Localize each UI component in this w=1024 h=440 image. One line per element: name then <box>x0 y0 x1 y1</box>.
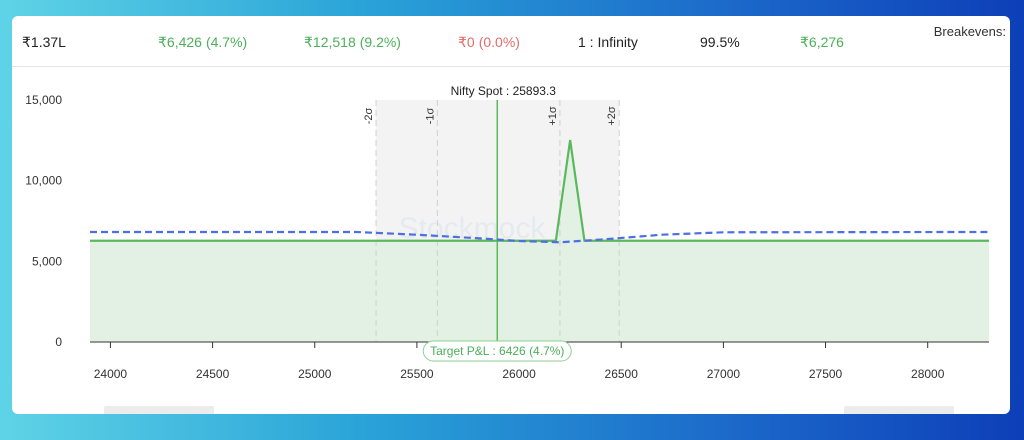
sigma-label: +2σ <box>606 106 618 126</box>
stat-value: ₹12,518 <box>304 34 356 50</box>
y-tick-label: 5,000 <box>32 254 62 268</box>
x-tick-label: 25500 <box>400 367 434 381</box>
stat-item: 99.5% <box>700 34 740 50</box>
stat-value: ₹6,426 <box>158 34 202 50</box>
x-tick-label: 25000 <box>298 367 332 381</box>
stat-item: 1 : Infinity <box>578 34 638 50</box>
y-tick-label: 15,000 <box>25 93 62 107</box>
range-slider-left[interactable] <box>104 406 214 414</box>
x-tick-label: 26500 <box>605 367 639 381</box>
stat-value: ₹1.37L <box>22 34 66 50</box>
sigma-label: -2σ <box>363 108 375 125</box>
breakevens-label: Breakevens: <box>933 24 1006 39</box>
spot-label: Nifty Spot : 25893.3 <box>451 84 557 98</box>
x-tick-label: 28000 <box>911 367 945 381</box>
stat-percent: (9.2%) <box>359 34 401 50</box>
stat-value: ₹0 <box>458 34 475 50</box>
sigma-label: -1σ <box>424 108 436 125</box>
range-slider-right[interactable] <box>844 406 954 414</box>
y-tick-label: 0 <box>55 335 62 349</box>
sigma-label: +1σ <box>547 106 559 126</box>
chart-labels: -2σ -1σ +1σ +2σ Nifty Spot : 25893.3 Target P… <box>363 84 618 362</box>
series-lines <box>90 139 990 244</box>
watermark-text: Stockmock <box>399 212 547 245</box>
stat-value: 1 : Infinity <box>578 34 638 50</box>
y-tick-label: 10,000 <box>25 174 62 188</box>
stat-value: ₹6,276 <box>800 34 844 50</box>
x-tick-label: 24500 <box>196 367 230 381</box>
stat-item: ₹6,276 <box>800 34 844 51</box>
payoff-card: ₹1.37L ₹6,426 (4.7%) ₹12,518 (9.2%) ₹0 (0.0%) 1… <box>12 16 1010 414</box>
stat-percent: (4.7%) <box>205 34 248 50</box>
stat-value: 99.5% <box>700 34 740 50</box>
x-tick-label: 27500 <box>809 367 843 381</box>
stats-bar: ₹1.37L ₹6,426 (4.7%) ₹12,518 (9.2%) ₹0 (0.0%) 1… <box>12 16 1010 67</box>
payoff-chart[interactable]: Stockmock 24000 24500 25000 25500 26000 26500… <box>12 16 1010 414</box>
x-tick-label: 27000 <box>707 367 741 381</box>
stat-item: ₹6,426 (4.7%) <box>158 34 247 51</box>
target-pnl-label: Target P&L : 6426 (4.7%) <box>430 344 564 358</box>
stat-item: ₹12,518 (9.2%) <box>304 34 401 51</box>
stat-percent: (0.0%) <box>478 34 520 50</box>
sigma-lines <box>375 100 620 342</box>
stat-item: ₹1.37L <box>22 34 66 51</box>
stat-item: ₹0 (0.0%) <box>458 34 520 51</box>
target-pnl-badge <box>422 340 572 362</box>
expiry-line <box>90 139 989 242</box>
x-tick-label: 24000 <box>94 367 128 381</box>
x-tick-label: 26000 <box>502 367 536 381</box>
